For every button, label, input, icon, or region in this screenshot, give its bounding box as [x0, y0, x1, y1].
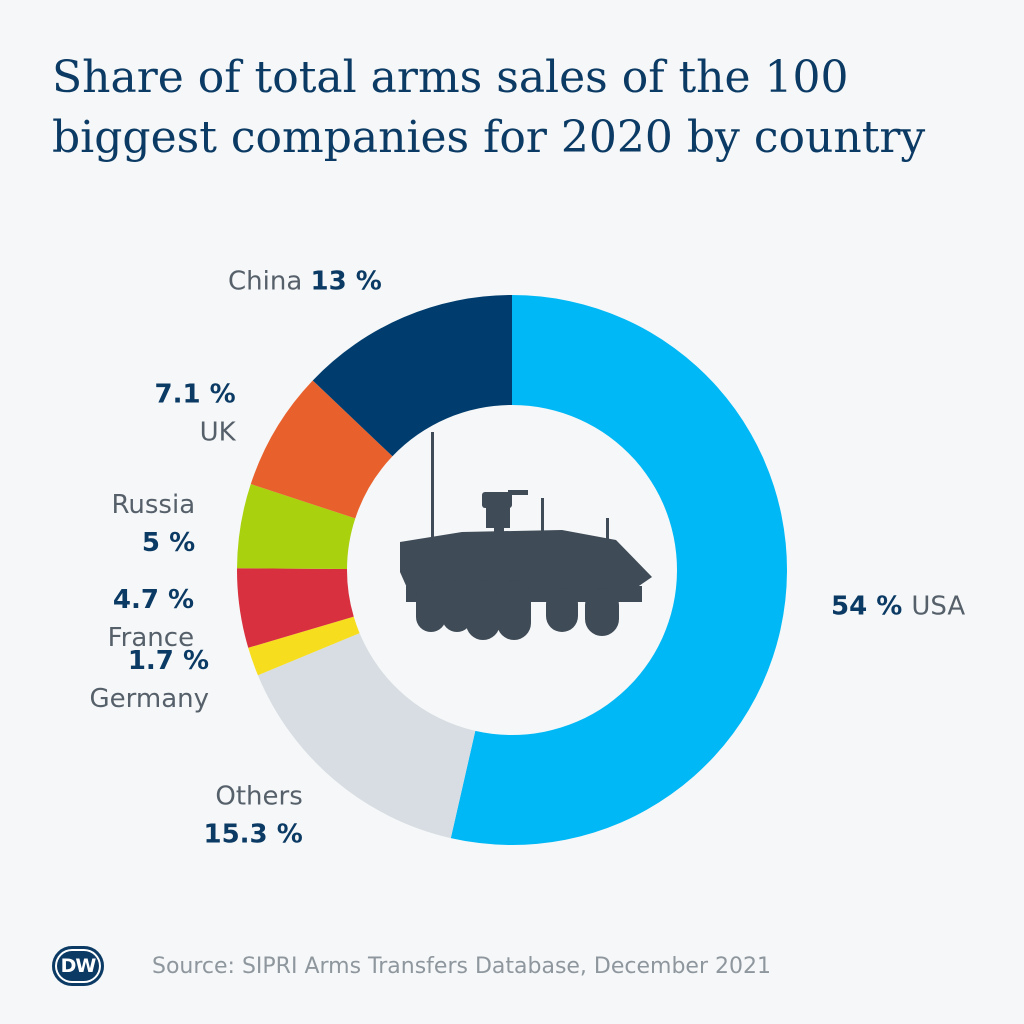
label-russia: Russia 5 % [112, 490, 196, 558]
label-value-russia: 5 % [142, 528, 195, 558]
footer: DW Source: SIPRI Arms Transfers Database… [52, 944, 771, 988]
label-name-others: Others [215, 782, 302, 812]
label-china: China 13 % [228, 267, 382, 297]
slice-others [257, 633, 476, 839]
label-name-usa: USA [911, 591, 965, 621]
label-france: 4.7 % France [108, 585, 194, 653]
chart-title: Share of total arms sales of the 100 big… [52, 52, 926, 163]
slice-usa [450, 295, 788, 846]
label-value-france: 4.7 % [113, 585, 194, 615]
label-others: Others 15.3 % [204, 782, 303, 850]
label-name-uk: UK [200, 417, 237, 447]
slice-russia [237, 484, 356, 569]
label-value-uk: 7.1 % [155, 379, 236, 409]
label-name-france: France [108, 623, 194, 653]
label-name-germany: Germany [89, 684, 209, 714]
label-value-usa: 54 % [831, 591, 911, 621]
source-note: Source: SIPRI Arms Transfers Database, D… [152, 953, 771, 979]
label-germany: 1.7 % Germany [89, 646, 209, 714]
slice-germany [248, 616, 360, 676]
label-value-china: 13 % [311, 267, 382, 297]
label-value-others: 15.3 % [204, 820, 303, 850]
slice-uk [250, 380, 393, 519]
slice-china [312, 295, 512, 457]
label-name-china: China [228, 267, 311, 297]
slice-france [237, 568, 354, 648]
label-value-germany: 1.7 % [128, 646, 209, 676]
donut-labels: 54 % USA Others 15.3 % 1.7 % Germany 4.7 % Fra… [89, 267, 965, 850]
dw-logo: DW [52, 946, 104, 986]
donut-slices [237, 295, 788, 846]
label-usa: 54 % USA [831, 591, 965, 621]
label-name-russia: Russia [112, 490, 196, 520]
armored-vehicle-icon [400, 432, 652, 640]
label-uk: 7.1 % UK [155, 379, 237, 447]
